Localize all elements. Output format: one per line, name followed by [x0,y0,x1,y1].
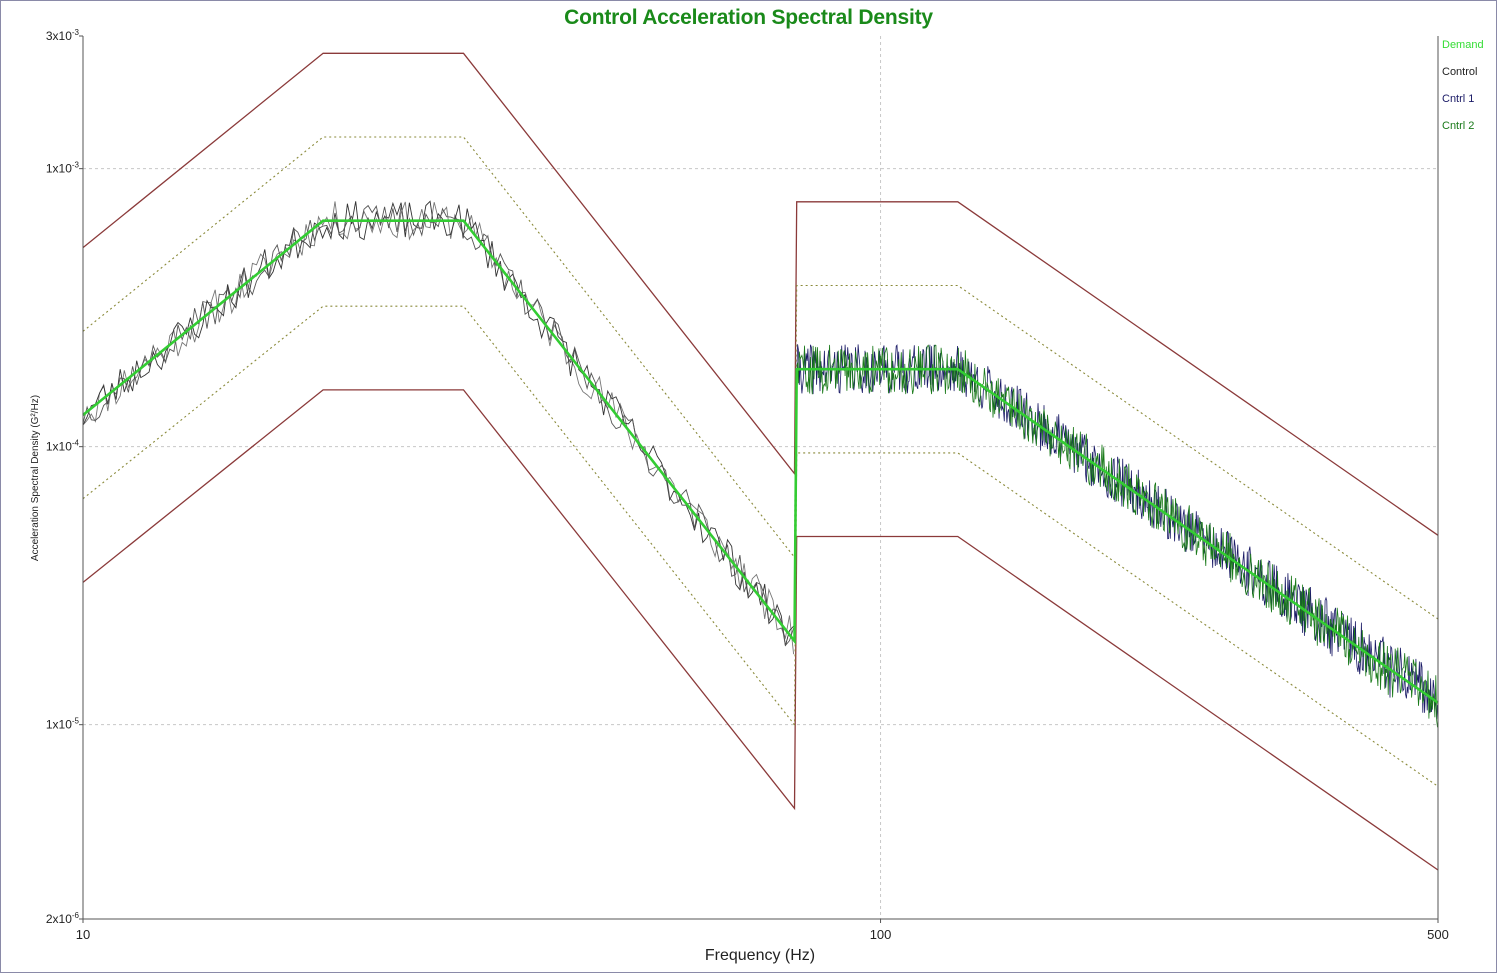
cntrl1-trace [796,344,1438,720]
legend-item-3: Cntrl 2 [1442,120,1474,132]
demand-layer [82,219,1439,704]
legend-item-0: Demand [1442,39,1484,51]
limit-lines-layer [82,52,1439,871]
x-tick-label-2: 500 [1427,927,1449,942]
abort-upper-line [82,52,1439,536]
alarm-upper-line [82,136,1439,620]
ticks-layer: 3x10-3 1x10-3 1x10-4 1x10-5 2x10-610 100 500 [46,28,1449,942]
x-tick-label-1: 100 [870,927,892,942]
y-tick-label-0: 3x10-3 [46,28,80,43]
demand-line [82,219,1439,704]
y-axis-label: Acceleration Spectral Density (G²/Hz) [30,395,41,561]
x-axis-label: Frequency (Hz) [705,947,815,964]
y-tick-label-3: 1x10-5 [46,717,80,732]
x-tick-label-0: 10 [76,927,90,942]
alarm-lower-line [82,305,1439,787]
cntrl-trace-low-a [82,201,795,655]
cntrl-trace-low-b [82,204,795,647]
measured-traces-layer [82,200,1438,728]
legend-item-1: Control [1442,66,1477,78]
y-tick-label-4: 2x10-6 [46,911,80,926]
chart-title: Control Acceleration Spectral Density [564,6,933,29]
axes-layer [82,36,1439,920]
cntrl2-trace [796,344,1438,728]
y-tick-label-1: 1x10-3 [46,161,80,176]
control-trace-low [82,200,794,646]
legend-item-2: Cntrl 1 [1442,93,1474,105]
grid-layer [83,36,1438,919]
abort-lower-line [82,389,1439,871]
legend: Demand Control Cntrl 1 Cntrl 2 [1442,39,1484,132]
y-tick-label-2: 1x10-4 [46,439,80,454]
